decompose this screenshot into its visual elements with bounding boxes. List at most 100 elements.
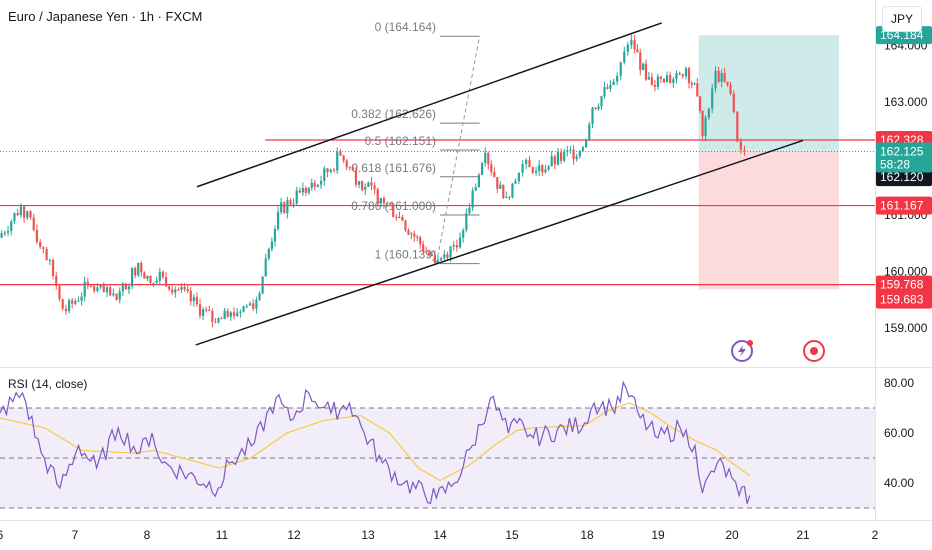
candle-body (112, 293, 115, 296)
candle-body (214, 321, 217, 323)
candle-body (304, 187, 307, 193)
candle-body (714, 70, 717, 89)
candle-body (351, 167, 354, 171)
candle-body (298, 190, 301, 193)
candle-body (168, 286, 171, 290)
candle-body (541, 165, 544, 173)
candle-body (385, 202, 389, 204)
candle-body (364, 187, 367, 190)
candle-body (389, 202, 392, 205)
candle-body (83, 281, 86, 297)
candle-body (410, 233, 413, 235)
candle-body (74, 300, 77, 304)
candle-body (704, 117, 707, 136)
lightning-alert-icon[interactable] (731, 340, 753, 362)
candle-body (80, 296, 83, 301)
candle-body (121, 283, 124, 292)
candle-body (195, 297, 199, 305)
candle-body (474, 187, 477, 191)
candle-body (477, 174, 481, 188)
candle-body (413, 233, 416, 237)
time-tick-label: 20 (725, 528, 739, 542)
candle-body (223, 310, 226, 320)
candle-body (644, 63, 648, 80)
fib-level-label: 0 (164.164) (375, 20, 436, 34)
candle-body (105, 287, 109, 293)
candle-body (376, 189, 379, 204)
candle-body (292, 203, 295, 205)
candle-body (367, 182, 370, 188)
candle-body (357, 181, 361, 185)
candle-body (161, 271, 165, 278)
candle-body (42, 247, 45, 249)
candle-body (594, 107, 597, 109)
candle-body (51, 259, 55, 276)
candle-body (39, 242, 42, 248)
candle-body (563, 151, 566, 161)
candle-body (446, 254, 449, 258)
candle-body (669, 75, 672, 83)
candle-body (319, 180, 323, 185)
candles (0, 34, 746, 328)
candle-body (609, 85, 612, 89)
candle-body (64, 308, 67, 312)
candle-body (316, 184, 319, 187)
candle-body (656, 76, 659, 87)
candle-body (672, 79, 675, 83)
candle-body (270, 241, 273, 250)
candle-body (681, 74, 684, 77)
candle-body (665, 75, 669, 83)
candle-body (192, 297, 195, 302)
candle-body (180, 286, 183, 290)
candle-body (732, 93, 735, 112)
candle-body (569, 149, 572, 151)
candle-body (342, 155, 345, 161)
candle-body (236, 312, 239, 317)
candle-body (544, 169, 547, 173)
time-tick-label: 21 (796, 528, 810, 542)
candle-body (186, 289, 189, 292)
candle-body (729, 84, 732, 94)
candle-body (208, 309, 211, 311)
candle-body (16, 212, 19, 216)
price-tick-label: 163.000 (884, 95, 928, 109)
record-icon[interactable] (803, 340, 825, 362)
candle-body (553, 156, 556, 165)
candle-body (538, 165, 541, 171)
candle-body (0, 233, 3, 238)
candle-body (345, 160, 348, 168)
candle-body (382, 198, 386, 204)
candle-body (232, 312, 236, 317)
price-tag: 161.167 (880, 199, 924, 213)
candle-body (48, 259, 51, 261)
candle-body (242, 306, 245, 312)
candle-body (440, 258, 443, 261)
currency-button[interactable]: JPY (882, 6, 922, 32)
candle-body (720, 73, 723, 82)
last-price-tag: 162.125 (880, 144, 924, 158)
candle-body (109, 287, 112, 296)
candle-body (217, 318, 220, 323)
candle-body (493, 172, 496, 178)
price-tick-label: 159.000 (884, 321, 928, 335)
candle-body (398, 216, 401, 219)
candle-body (336, 152, 339, 171)
candle-body (29, 211, 32, 218)
candle-body (261, 276, 264, 294)
rsi-tick-label: 60.00 (884, 426, 914, 440)
price-tag: 159.768 (880, 278, 924, 292)
candle-body (45, 248, 48, 261)
candle-body (401, 216, 404, 221)
candle-body (226, 310, 229, 317)
candle-body (707, 108, 710, 118)
candle-body (152, 282, 155, 284)
candle-body (623, 51, 626, 63)
candle-body (650, 77, 653, 85)
candle-body (458, 237, 462, 248)
candle-body (600, 96, 603, 107)
candle-body (612, 81, 615, 86)
candle-body (575, 156, 578, 160)
candle-body (149, 275, 152, 283)
candle-body (392, 204, 395, 217)
